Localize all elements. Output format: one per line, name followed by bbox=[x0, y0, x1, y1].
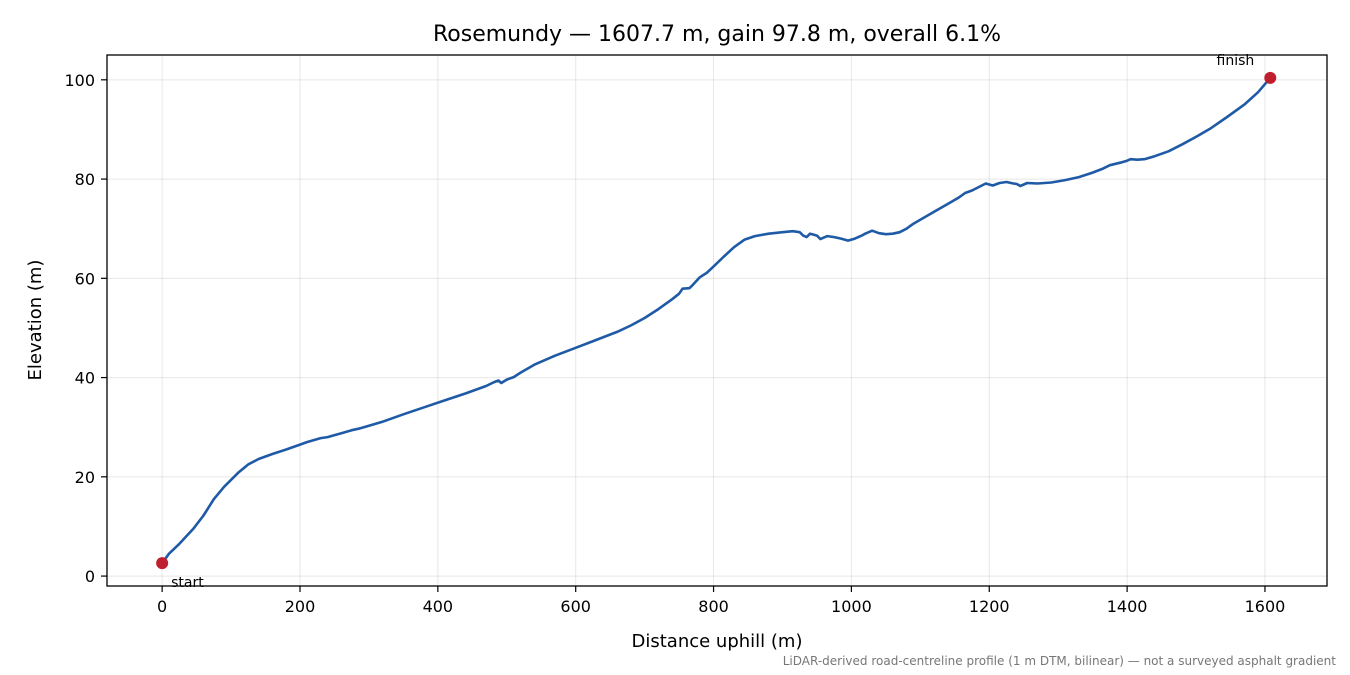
y-axis-label: Elevation (m) bbox=[25, 260, 46, 381]
footnote: LiDAR-derived road-centreline profile (1… bbox=[783, 654, 1337, 668]
endpoint-markers: start finish bbox=[156, 53, 1277, 591]
plot-frame bbox=[106, 54, 1328, 587]
finish-marker bbox=[1264, 71, 1277, 84]
start-marker bbox=[156, 557, 169, 570]
x-tick-label: 400 bbox=[423, 597, 454, 616]
start-label: start bbox=[171, 575, 204, 591]
finish-label: finish bbox=[1217, 53, 1255, 69]
x-tick-label: 1200 bbox=[969, 597, 1010, 616]
y-tick-label: 60 bbox=[75, 269, 95, 288]
x-tick-label: 1600 bbox=[1245, 597, 1286, 616]
x-tick-label: 600 bbox=[560, 597, 591, 616]
x-tick-label: 1000 bbox=[831, 597, 872, 616]
y-axis-ticks: 0 20 40 60 80 100 bbox=[64, 71, 107, 586]
elevation-series-line bbox=[160, 76, 1272, 565]
x-tick-label: 200 bbox=[285, 597, 316, 616]
x-tick-label: 1400 bbox=[1107, 597, 1148, 616]
x-tick-label: 0 bbox=[157, 597, 167, 616]
y-tick-label: 80 bbox=[75, 170, 95, 189]
y-tick-label: 100 bbox=[64, 71, 95, 90]
y-tick-label: 20 bbox=[75, 468, 95, 487]
y-tick-label: 40 bbox=[75, 369, 95, 388]
x-axis-label: Distance uphill (m) bbox=[632, 631, 803, 652]
x-axis-ticks: 0 200 400 600 800 1000 1200 1400 1600 bbox=[157, 586, 1285, 616]
grid-lines bbox=[107, 55, 1327, 586]
x-tick-label: 800 bbox=[698, 597, 729, 616]
chart-title: Rosemundy — 1607.7 m, gain 97.8 m, overa… bbox=[433, 22, 1001, 47]
y-tick-label: 0 bbox=[85, 567, 95, 586]
